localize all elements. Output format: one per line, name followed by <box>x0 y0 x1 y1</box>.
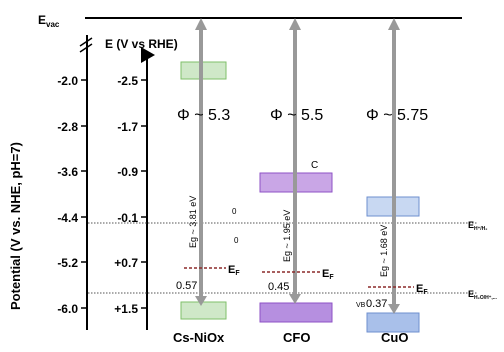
rhe-tick-label: +1.5 <box>114 302 138 316</box>
rhe-tick-label: -0.1 <box>117 211 138 225</box>
material-cfo: Φ ~ 5.5 Eg ~ 1.95 eV EF 0.45 CFO C <box>259 18 334 345</box>
nhe-tick-label: -2.8 <box>57 120 78 134</box>
cs-niox-valence-band <box>180 301 227 320</box>
cuo-ef-label: EF <box>416 283 428 296</box>
rhe-tick-label: -1.7 <box>117 120 138 134</box>
material-cs-niox: Φ ~ 5.3 Eg ~ 3.81 eV EF 0.57 Cs-NiOx <box>173 18 240 345</box>
cs-niox-ef-offset: 0.57 <box>176 280 197 292</box>
rhe-tick-label: +0.7 <box>114 256 138 270</box>
nhe-axis-break <box>79 37 93 53</box>
cs-niox-name: Cs-NiOx <box>173 330 225 345</box>
nhe-tick-label: -6.0 <box>57 302 78 316</box>
cfo-bandgap: Eg ~ 1.95 eV <box>282 210 292 262</box>
rhe-tick-label: -0.9 <box>117 165 138 179</box>
cfo-work-function: Φ ~ 5.5 <box>270 107 323 124</box>
artifact-zero-2: 0 <box>234 236 239 245</box>
cfo-ef-offset: 0.45 <box>268 281 289 293</box>
h2o-label: EH₂O/H⁺,... <box>468 289 498 301</box>
nhe-tick-label: -5.2 <box>57 256 78 270</box>
cuo-valence-band <box>366 312 420 333</box>
cs-niox-ef-label: EF <box>228 264 240 277</box>
y-axis-label: Potential (V vs. NHE, pH=7) <box>8 142 23 310</box>
cfo-artifact-c: C <box>311 160 318 171</box>
cs-niox-bandgap: Eg ~ 3.81 eV <box>188 196 198 248</box>
cuo-work-function: Φ ~ 5.75 <box>366 107 428 124</box>
cuo-artifact-vb: VB <box>356 302 366 309</box>
rhe-tick-group: -2.5 -1.7 -0.9 -0.1 +0.7 +1.5 <box>114 74 147 316</box>
cfo-valence-band <box>259 302 333 323</box>
material-cuo: Φ ~ 5.75 Eg ~ 1.68 eV EF 0.37 VB CuO <box>356 18 428 345</box>
nhe-tick-group: -2.0 -2.8 -3.6 -4.4 -5.2 -6.0 <box>57 74 87 316</box>
nhe-tick-label: -2.0 <box>57 74 78 88</box>
artifact-zero-1: 0 <box>232 207 237 216</box>
cs-niox-work-function: Φ ~ 5.3 <box>177 107 230 124</box>
cuo-ef-offset: 0.37 <box>366 298 387 310</box>
cuo-name: CuO <box>381 330 408 345</box>
h-plus-h2-label: EH⁺/H₂ <box>468 220 488 232</box>
cfo-name: CFO <box>283 330 310 345</box>
cs-niox-conduction-band <box>180 61 227 80</box>
vacuum-label: Evac <box>38 13 60 29</box>
cfo-ef-label: EF <box>322 268 334 281</box>
rhe-tick-label: -2.5 <box>117 74 138 88</box>
nhe-tick-label: -3.6 <box>57 165 78 179</box>
cuo-bandgap: Eg ~ 1.68 eV <box>379 225 389 277</box>
rhe-axis-label: E (V vs RHE) <box>105 37 178 51</box>
nhe-tick-label: -4.4 <box>57 211 78 225</box>
